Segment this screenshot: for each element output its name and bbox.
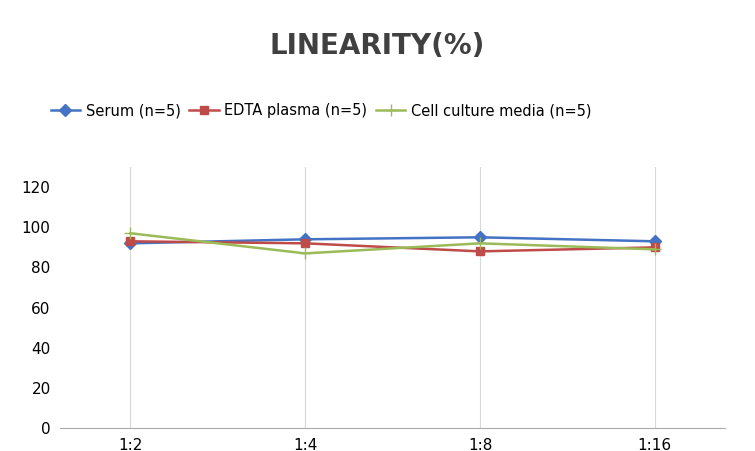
Text: LINEARITY(%): LINEARITY(%) [270,32,485,60]
Legend: Serum (n=5), EDTA plasma (n=5), Cell culture media (n=5): Serum (n=5), EDTA plasma (n=5), Cell cul… [45,97,598,124]
